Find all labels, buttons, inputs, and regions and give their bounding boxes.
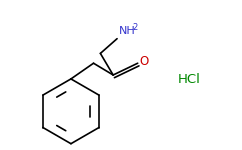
Text: O: O [140,55,149,68]
Text: HCl: HCl [177,73,200,86]
Text: NH: NH [119,26,136,36]
Text: 2: 2 [133,23,138,32]
